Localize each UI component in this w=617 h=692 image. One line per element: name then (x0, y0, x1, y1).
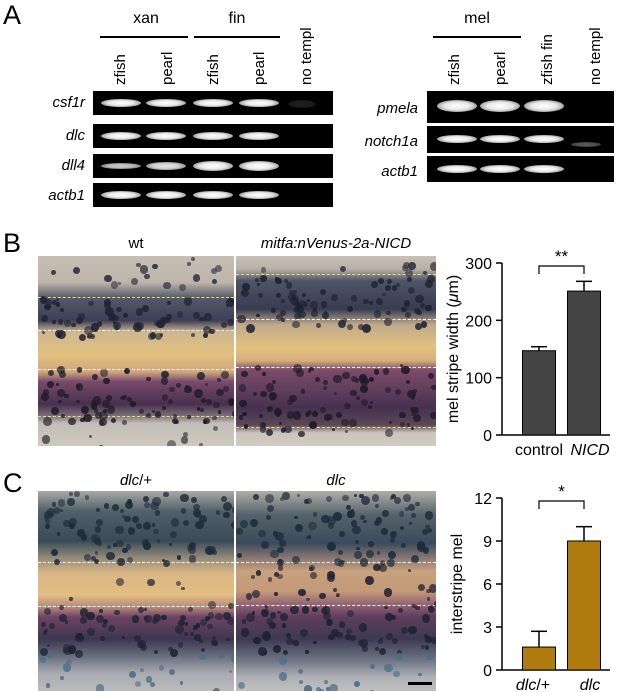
significance-bracket (538, 500, 585, 509)
column-label: zfish (205, 54, 222, 85)
y-tick-label: 300 (465, 256, 492, 273)
photo-title-dlc-het: dlc/+ (119, 472, 153, 489)
scale-bar (408, 682, 432, 685)
gene-label: dll4 (61, 157, 85, 174)
x-category-label: NICD (570, 442, 610, 457)
significance-bracket (538, 265, 585, 274)
bar-chart-c: 0 3 6 9 12 dlc/+ dlc * interstripe mel (449, 482, 610, 692)
column-label: pearl (251, 51, 268, 85)
gene-label: dlc (65, 127, 85, 144)
gel-lane-row (427, 91, 614, 123)
group-line-fin (194, 36, 280, 38)
significance-marker: * (558, 482, 565, 501)
group-label-xan: xan (133, 10, 159, 27)
photo-title-dlc: dlc (326, 472, 346, 489)
panel-label-c: C (3, 468, 23, 498)
bar (567, 540, 601, 671)
gel-lane-row (93, 183, 333, 207)
photo-title-wt: wt (128, 235, 144, 252)
gene-label: notch1a (364, 133, 418, 150)
y-tick-label: 200 (465, 313, 492, 330)
micrograph-dlc-het (38, 491, 234, 691)
gene-label: actb1 (48, 187, 85, 204)
gel-lane-row (427, 156, 614, 182)
x-category-label: dlc/+ (516, 677, 550, 692)
bar (522, 350, 556, 436)
column-label: zfish (112, 54, 129, 85)
column-label: pearl (159, 51, 176, 85)
y-tick-label: 3 (483, 620, 492, 637)
bar (522, 646, 556, 671)
gel-lane-row (93, 91, 333, 115)
y-axis-label: interstripe mel (449, 534, 466, 634)
photo-title-nicd: mitfa:nVenus-2a-NICD (260, 235, 412, 252)
x-category-label: dlc (580, 677, 600, 692)
gene-label: pmela (377, 100, 418, 117)
group-label-mel: mel (464, 10, 490, 27)
gene-label: csf1r (52, 94, 85, 111)
x-category-label: control (515, 442, 563, 457)
column-label: no templ (587, 27, 604, 85)
y-tick-label: 6 (483, 577, 492, 594)
column-label: zfish (446, 54, 463, 85)
column-label: zfish fin (539, 34, 556, 85)
micrograph-wt (38, 256, 234, 446)
column-label: pearl (492, 51, 509, 85)
panel-label-b: B (3, 228, 22, 258)
y-tick-label: 9 (483, 534, 492, 551)
group-line-mel (433, 36, 521, 38)
significance-marker: ** (555, 247, 569, 266)
micrograph-nicd (236, 256, 436, 446)
y-tick-label: 0 (483, 428, 492, 445)
bar (567, 290, 601, 436)
group-label-fin: fin (228, 10, 246, 27)
column-label: no templ (298, 27, 315, 85)
micrograph-dlc (236, 491, 436, 691)
y-tick-label: 100 (465, 371, 492, 388)
y-tick-label: 12 (474, 491, 492, 508)
panel-label-a: A (3, 0, 22, 30)
group-line-xan (100, 36, 188, 38)
gel-lane-row (427, 126, 614, 153)
y-axis-label: mel stripe width (μm) (445, 275, 462, 423)
y-tick-label: 0 (483, 663, 492, 680)
gel-lane-row (93, 124, 333, 148)
gel-lane-row (93, 154, 333, 178)
gene-label: actb1 (381, 163, 418, 180)
bar-chart-b: 0 100 200 300 control NICD ** mel stripe width … (445, 247, 610, 457)
